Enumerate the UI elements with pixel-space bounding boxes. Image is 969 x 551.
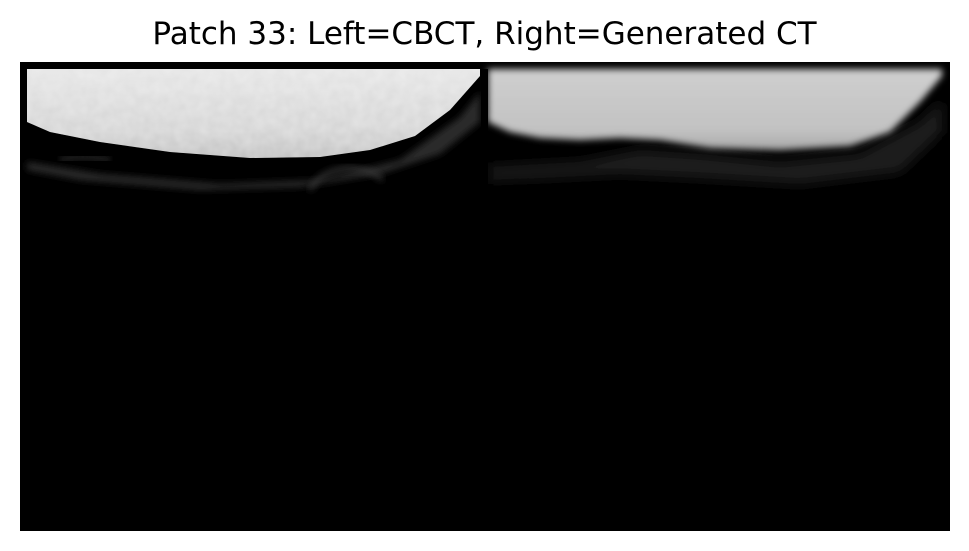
cbct-artifact (308, 165, 384, 191)
generated-ct-panel (488, 69, 942, 184)
panel-divider (481, 69, 488, 524)
cbct-panel (27, 69, 480, 191)
figure-title: Patch 33: Left=CBCT, Right=Generated CT (152, 16, 817, 52)
generated-tissue (488, 69, 942, 150)
generated-edge-shadow (488, 100, 942, 184)
cbct-texture (27, 69, 480, 158)
image-axes (20, 62, 950, 531)
cbct-artifact-left (59, 155, 111, 162)
patch-image (20, 62, 950, 531)
